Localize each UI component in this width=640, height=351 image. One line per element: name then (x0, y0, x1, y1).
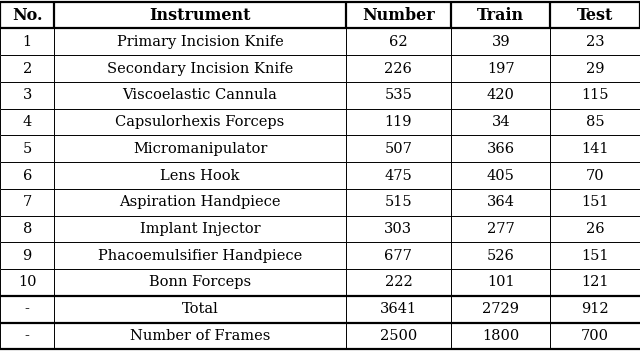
Text: 10: 10 (18, 276, 36, 290)
Text: Capsulorhexis Forceps: Capsulorhexis Forceps (115, 115, 285, 129)
Text: Instrument: Instrument (149, 7, 251, 24)
Text: 277: 277 (487, 222, 515, 236)
Text: 2500: 2500 (380, 329, 417, 343)
Text: 912: 912 (581, 302, 609, 316)
Text: 26: 26 (586, 222, 605, 236)
Text: Micromanipulator: Micromanipulator (133, 142, 267, 156)
Text: Bonn Forceps: Bonn Forceps (149, 276, 251, 290)
Text: 119: 119 (385, 115, 412, 129)
Text: 115: 115 (582, 88, 609, 102)
Text: 1: 1 (22, 35, 32, 49)
Text: 364: 364 (487, 195, 515, 209)
Text: 39: 39 (492, 35, 510, 49)
Text: 29: 29 (586, 61, 604, 75)
Text: 121: 121 (582, 276, 609, 290)
Text: 2: 2 (22, 61, 32, 75)
Text: 3641: 3641 (380, 302, 417, 316)
Text: 2729: 2729 (483, 302, 519, 316)
Text: 420: 420 (487, 88, 515, 102)
Text: 151: 151 (582, 249, 609, 263)
Text: 226: 226 (385, 61, 412, 75)
Text: 475: 475 (385, 168, 412, 183)
Text: Implant Injector: Implant Injector (140, 222, 260, 236)
Text: Train: Train (477, 7, 524, 24)
Text: 526: 526 (487, 249, 515, 263)
Text: 405: 405 (487, 168, 515, 183)
Text: 101: 101 (487, 276, 515, 290)
Text: 197: 197 (487, 61, 515, 75)
Text: 222: 222 (385, 276, 412, 290)
Text: Total: Total (182, 302, 218, 316)
Text: 5: 5 (22, 142, 32, 156)
Text: -: - (25, 302, 29, 316)
Text: Secondary Incision Knife: Secondary Incision Knife (107, 61, 293, 75)
Text: 3: 3 (22, 88, 32, 102)
Text: -: - (25, 329, 29, 343)
Text: 141: 141 (582, 142, 609, 156)
Text: 23: 23 (586, 35, 605, 49)
Text: Primary Incision Knife: Primary Incision Knife (116, 35, 284, 49)
Text: 85: 85 (586, 115, 605, 129)
Text: 151: 151 (582, 195, 609, 209)
Text: Phacoemulsifier Handpiece: Phacoemulsifier Handpiece (98, 249, 302, 263)
Text: 303: 303 (385, 222, 412, 236)
Text: 700: 700 (581, 329, 609, 343)
Text: 535: 535 (385, 88, 412, 102)
Text: 70: 70 (586, 168, 605, 183)
Text: Aspiration Handpiece: Aspiration Handpiece (119, 195, 281, 209)
Text: Test: Test (577, 7, 613, 24)
Text: 6: 6 (22, 168, 32, 183)
Text: 9: 9 (22, 249, 32, 263)
Text: 4: 4 (22, 115, 32, 129)
Text: 1800: 1800 (482, 329, 520, 343)
Text: 366: 366 (487, 142, 515, 156)
Text: Lens Hook: Lens Hook (160, 168, 240, 183)
Text: 8: 8 (22, 222, 32, 236)
Text: 677: 677 (385, 249, 412, 263)
Text: 507: 507 (385, 142, 412, 156)
Text: No.: No. (12, 7, 42, 24)
Text: Number of Frames: Number of Frames (130, 329, 270, 343)
Text: 62: 62 (389, 35, 408, 49)
Text: 515: 515 (385, 195, 412, 209)
Text: 7: 7 (22, 195, 32, 209)
Text: Number: Number (362, 7, 435, 24)
Text: 34: 34 (492, 115, 510, 129)
Text: Viscoelastic Cannula: Viscoelastic Cannula (123, 88, 277, 102)
